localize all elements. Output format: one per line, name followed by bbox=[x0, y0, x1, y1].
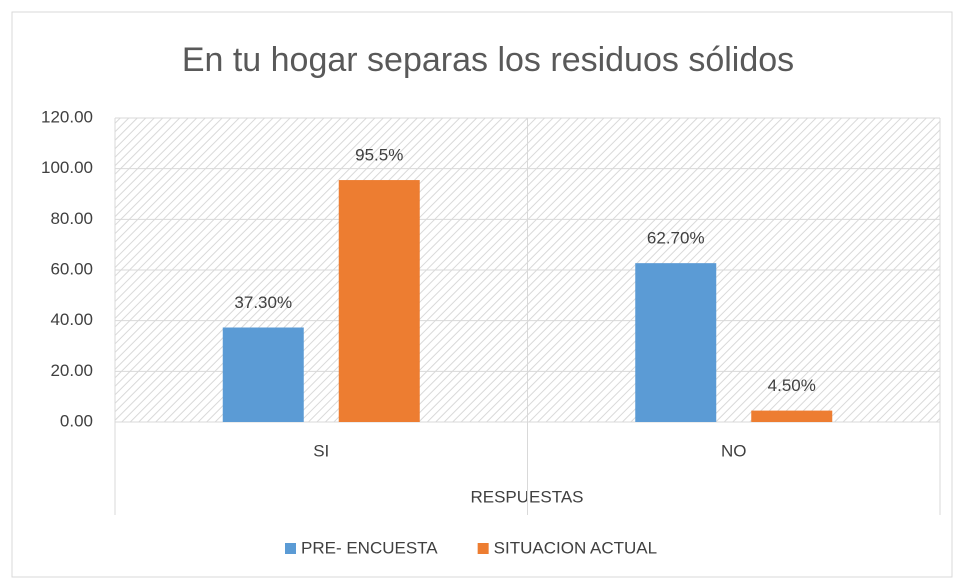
legend-label: SITUACION ACTUAL bbox=[494, 538, 657, 557]
x-tick-label: SI bbox=[313, 441, 329, 460]
data-label: 37.30% bbox=[234, 293, 292, 312]
y-tick-label: 80.00 bbox=[50, 209, 93, 228]
legend-label: PRE- ENCUESTA bbox=[301, 538, 438, 557]
data-label: 95.5% bbox=[355, 146, 403, 165]
y-tick-label: 0.00 bbox=[60, 411, 93, 430]
bar bbox=[222, 327, 304, 422]
y-tick-label: 120.00 bbox=[41, 107, 93, 126]
bar bbox=[635, 263, 717, 422]
legend-swatch bbox=[477, 543, 489, 554]
y-tick-label: 60.00 bbox=[50, 259, 93, 278]
y-tick-label: 40.00 bbox=[50, 310, 93, 329]
chart-title: En tu hogar separas los residuos sólidos bbox=[182, 41, 794, 79]
data-label: 62.70% bbox=[647, 229, 705, 248]
x-tick-label: NO bbox=[721, 441, 747, 460]
y-tick-label: 100.00 bbox=[41, 158, 93, 177]
y-tick-label: 20.00 bbox=[50, 361, 93, 380]
data-label: 4.50% bbox=[768, 376, 816, 395]
bar bbox=[338, 180, 420, 422]
legend-swatch bbox=[285, 543, 296, 554]
bar bbox=[751, 410, 833, 422]
